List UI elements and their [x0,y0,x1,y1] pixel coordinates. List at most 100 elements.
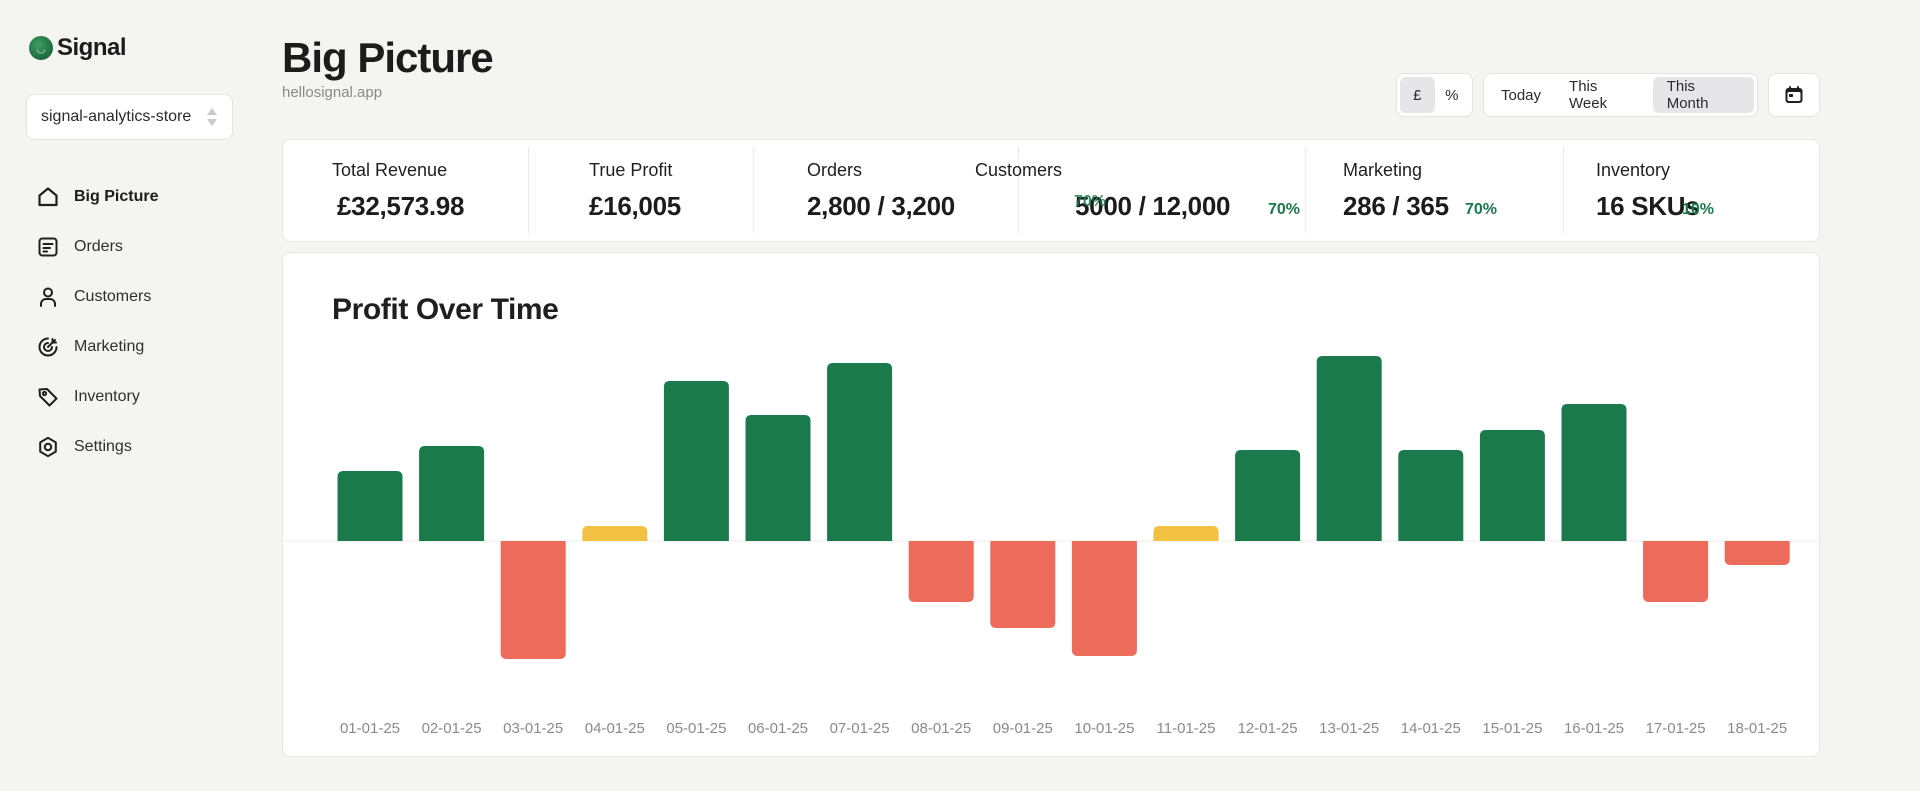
range-option-today[interactable]: Today [1501,86,1542,104]
calendar-button[interactable] [1768,73,1820,117]
x-tick-label: 18-01-25 [1727,720,1787,737]
sidebar: ◡ Signal signal-analytics-store Big Pict… [0,0,260,791]
receipt-icon [36,235,60,259]
x-tick-label: 17-01-25 [1646,720,1706,737]
chart-bar-11-01-25[interactable] [1153,526,1219,541]
kpi-label: Marketing [1343,160,1423,180]
chart-bar-12-01-25[interactable] [1235,450,1301,541]
kpi-label: Customers [975,160,1063,180]
kpi-value: 2,800 / 3,200 [807,191,955,221]
kpi-label: Orders [807,160,863,180]
kpi-delta: 70% [1268,201,1301,218]
x-tick-label: 11-01-25 [1157,720,1216,737]
chart-bar-13-01-25[interactable] [1316,356,1382,541]
chart-bar-16-01-25[interactable] [1561,404,1627,541]
x-tick-label: 02-01-25 [422,720,482,737]
currency-option-percent[interactable]: % [1445,86,1459,104]
x-tick-label: 03-01-25 [503,720,563,737]
x-tick-label: 01-01-25 [340,720,400,737]
profit-chart-panel: Profit Over Time 01-01-25 02-01-25 03-01-2… [282,252,1820,757]
chart-bar-09-01-25[interactable] [990,541,1056,628]
sidebar-item-settings[interactable]: Settings [36,422,158,472]
chart-bar-06-01-25[interactable] [745,415,811,541]
profit-bar-chart: 01-01-25 02-01-25 03-01-25 04-01-25 05-01-25… [283,356,1819,737]
kpi-value: 16 SKUs [1596,191,1700,221]
x-tick-label: 08-01-25 [911,720,971,737]
sidebar-item-big-picture[interactable]: Big Picture [36,172,158,222]
sidebar-item-label: Marketing [74,338,145,355]
target-icon [36,335,60,359]
kpi-strip: Total Revenue £32,573.98 True Profit £16… [282,139,1820,242]
x-tick-label: 06-01-25 [748,720,808,737]
range-option-this-month[interactable]: This Month [1652,77,1754,113]
sidebar-item-label: Customers [74,288,152,305]
kpi-orders[interactable]: Orders 2,800 / 3,200 [754,140,1018,241]
kpi-customers[interactable]: Customers 5000 / 12,000 70% 70% [803,140,1303,241]
chart-bar-03-01-25[interactable] [500,541,566,659]
kpi-divider [1018,148,1019,234]
chart-bar-10-01-25[interactable] [1071,541,1137,656]
kpi-divider [528,148,529,234]
sidebar-item-label: Orders [74,238,123,255]
kpi-label: True Profit [589,160,673,180]
kpi-value: 5000 / 12,000 [1075,191,1231,221]
kpi-divider [1305,148,1306,234]
signal-logo-icon: ◡ [29,36,53,60]
kpi-total-revenue[interactable]: Total Revenue £32,573.98 [283,140,528,241]
chart-bar-07-01-25[interactable] [827,363,893,541]
date-range-toggle: Today This Week This Month [1483,73,1758,117]
home-icon [36,185,60,209]
chart-bar-08-01-25[interactable] [908,541,974,602]
x-tick-label: 12-01-25 [1238,720,1298,737]
calendar-icon [1785,86,1803,103]
store-select[interactable]: signal-analytics-store [26,94,233,140]
kpi-true-profit[interactable]: True Profit £16,005 [529,140,753,241]
x-tick-label: 13-01-25 [1319,720,1379,737]
kpi-value: £16,005 [589,191,681,221]
chart-bar-14-01-25[interactable] [1398,450,1464,541]
kpi-divider [753,148,754,234]
gear-icon [36,435,60,459]
kpi-value: £32,573.98 [337,191,465,221]
kpi-delta: 10% [1682,201,1715,218]
kpi-delta-overlap: 70% [1074,193,1107,210]
sidebar-item-inventory[interactable]: Inventory [36,372,158,422]
x-tick-label: 04-01-25 [585,720,645,737]
sidebar-item-customers[interactable]: Customers [36,272,158,322]
sidebar-nav: Big Picture Orders Customers Marketing I… [36,172,158,472]
kpi-divider [1563,148,1564,234]
sidebar-item-marketing[interactable]: Marketing [36,322,158,372]
kpi-marketing[interactable]: Marketing 286 / 365 70% [1306,140,1563,241]
x-tick-label: 14-01-25 [1401,720,1461,737]
person-icon [36,285,60,309]
x-tick-label: 07-01-25 [830,720,890,737]
x-tick-label: 05-01-25 [666,720,726,737]
kpi-value: 286 / 365 [1343,191,1449,221]
chevron-up-down-icon [206,107,218,127]
range-option-this-week[interactable]: This Week [1569,78,1608,112]
sidebar-item-label: Big Picture [74,188,159,205]
x-tick-label: 10-01-25 [1074,720,1134,737]
chart-bar-18-01-25[interactable] [1724,541,1790,565]
kpi-delta: 70% [1465,201,1498,218]
chart-bar-15-01-25[interactable] [1479,430,1545,541]
tag-icon [36,385,60,409]
x-tick-label: 15-01-25 [1482,720,1542,737]
kpi-inventory[interactable]: Inventory 16 SKUs 10% [1564,140,1819,241]
kpi-label: Inventory [1596,160,1671,180]
chart-bar-02-01-25[interactable] [419,446,485,541]
chart-title: Profit Over Time [332,293,559,326]
sidebar-item-label: Settings [74,438,132,455]
sidebar-item-orders[interactable]: Orders [36,222,158,272]
chart-bar-01-01-25[interactable] [337,471,403,541]
currency-option-pound[interactable]: £ [1400,77,1435,113]
page-title: Big Picture [282,34,494,81]
sidebar-item-label: Inventory [74,388,140,405]
store-select-value: signal-analytics-store [41,108,192,125]
brand[interactable]: ◡ Signal [29,34,127,62]
chart-bar-05-01-25[interactable] [663,381,729,541]
currency-toggle: £ % [1396,73,1473,117]
x-tick-label: 16-01-25 [1564,720,1624,737]
chart-bar-04-01-25[interactable] [582,526,648,541]
chart-bar-17-01-25[interactable] [1643,541,1709,602]
